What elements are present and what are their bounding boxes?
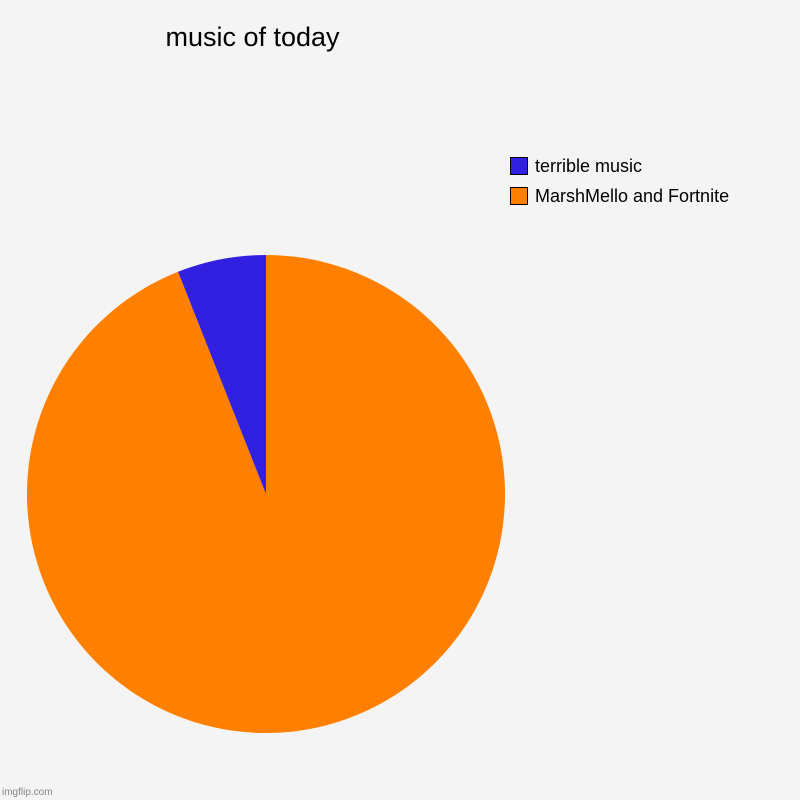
- legend-item-0: terrible music: [510, 155, 729, 177]
- pie-chart: [27, 255, 505, 733]
- legend-item-1: MarshMello and Fortnite: [510, 185, 729, 207]
- legend-label: MarshMello and Fortnite: [535, 186, 729, 207]
- legend-swatch: [510, 187, 528, 205]
- legend-label: terrible music: [535, 156, 642, 177]
- watermark: imgflip.com: [2, 787, 53, 798]
- legend-swatch: [510, 157, 528, 175]
- legend: terrible music MarshMello and Fortnite: [510, 155, 729, 215]
- chart-container: music of today terrible music MarshMello …: [0, 0, 800, 800]
- chart-title: music of today: [0, 22, 505, 53]
